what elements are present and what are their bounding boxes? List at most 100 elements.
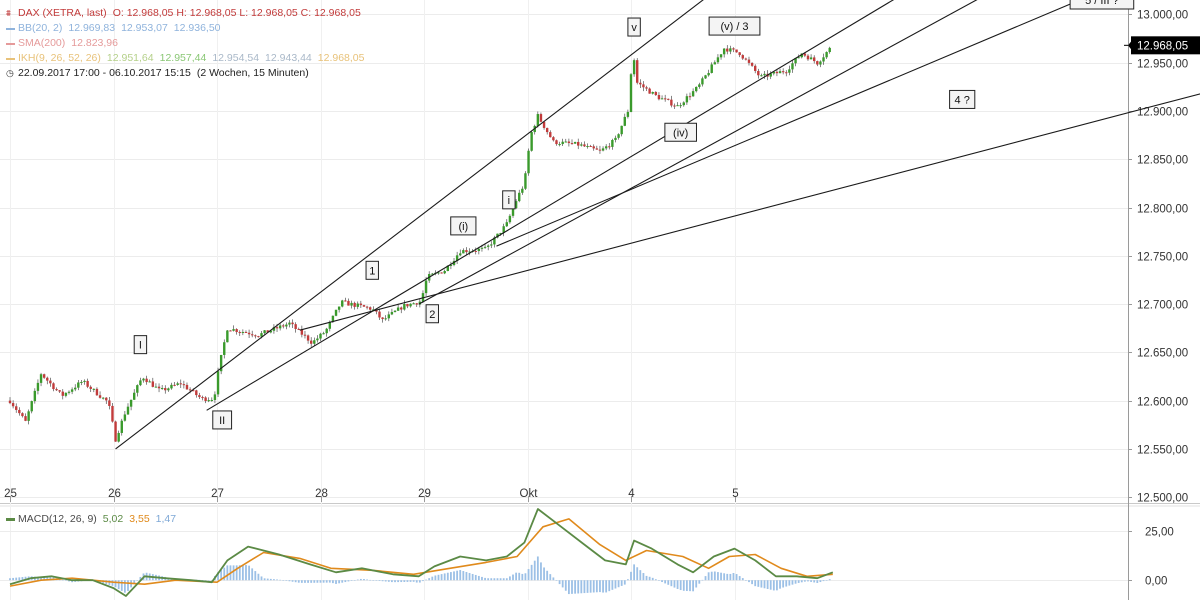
- trend-line[interactable]: [418, 0, 1030, 305]
- macd-histogram-bar: [481, 576, 483, 581]
- macd-y-tick-label: 25,00: [1145, 527, 1174, 539]
- macd-histogram-bar: [822, 580, 825, 582]
- wave-label-box[interactable]: [212, 410, 233, 430]
- x-tick-label: 25: [4, 488, 17, 500]
- macd-histogram-bar: [46, 577, 49, 581]
- candle: [577, 141, 580, 146]
- macd-histogram-bar: [670, 580, 673, 587]
- candle: [750, 62, 754, 66]
- macd-histogram-bar: [648, 576, 651, 581]
- macd-histogram-bar: [123, 580, 126, 593]
- candle: [170, 384, 173, 389]
- wave-label-box[interactable]: [708, 16, 761, 36]
- candle: [341, 300, 344, 307]
- macd-histogram-bar: [282, 580, 285, 581]
- candle: [704, 75, 707, 79]
- candle: [667, 98, 670, 100]
- macd-histogram-bar: [735, 574, 738, 581]
- candle: [573, 141, 577, 144]
- macd-histogram-bar: [450, 572, 452, 581]
- candle: [735, 49, 738, 53]
- trend-line[interactable]: [496, 0, 1148, 247]
- macd-histogram-bar: [754, 580, 757, 587]
- candle: [716, 57, 720, 63]
- trend-line[interactable]: [115, 0, 735, 450]
- candle: [701, 78, 704, 85]
- sma-swatch-icon: [6, 42, 15, 45]
- macd-histogram-bar: [456, 570, 459, 581]
- candle: [27, 411, 30, 421]
- candle: [226, 330, 229, 343]
- candle: [89, 386, 92, 389]
- macd-histogram-bar: [654, 579, 657, 581]
- macd-histogram-bar: [266, 578, 269, 581]
- candle: [412, 303, 415, 305]
- macd-histogram-bar: [626, 579, 629, 581]
- macd-histogram-bar: [437, 574, 440, 581]
- macd-histogram-bar: [595, 580, 598, 593]
- macd-histogram-bar: [738, 576, 741, 581]
- candle: [663, 98, 667, 100]
- macd-histogram-bar: [515, 572, 518, 581]
- wave-label-box[interactable]: [627, 17, 641, 37]
- candle: [645, 87, 648, 89]
- legend-bb-value: 12.953,07: [121, 22, 168, 34]
- candle: [347, 300, 350, 306]
- candle: [36, 382, 40, 391]
- candle: [462, 250, 465, 254]
- candle: [303, 334, 307, 336]
- macd-histogram-bar: [459, 570, 462, 581]
- macd-histogram-bar: [43, 577, 46, 581]
- macd-histogram-bar: [620, 580, 623, 586]
- candle: [726, 48, 729, 52]
- wave-label-box[interactable]: [949, 89, 976, 109]
- macd-histogram-bar: [729, 573, 732, 581]
- candle: [772, 71, 776, 74]
- macd-histogram-bar: [536, 556, 539, 581]
- trend-line[interactable]: [206, 0, 942, 411]
- candle: [291, 322, 294, 325]
- macd-histogram-bar: [207, 580, 210, 581]
- wave-label-box[interactable]: [133, 335, 148, 355]
- macd-histogram-bar: [9, 578, 11, 581]
- wave-label: v: [631, 22, 637, 34]
- candle: [583, 144, 586, 147]
- macd-histogram-bar: [245, 564, 247, 581]
- candle: [15, 406, 18, 410]
- wave-label-box[interactable]: [450, 216, 477, 236]
- x-tick-label: 28: [315, 488, 328, 500]
- trend-line[interactable]: [299, 53, 1200, 331]
- macd-histogram-bar: [446, 572, 449, 581]
- macd-histogram-bar: [71, 580, 73, 583]
- candle: [101, 397, 105, 399]
- macd-histogram-bar: [772, 580, 775, 591]
- wave-label: (iv): [673, 127, 688, 139]
- candle: [636, 60, 639, 83]
- candle: [722, 48, 726, 55]
- candle: [794, 58, 797, 64]
- macd-histogram-bar: [689, 580, 691, 592]
- macd-histogram-bar: [791, 580, 794, 585]
- candle: [816, 61, 819, 65]
- candle: [266, 330, 269, 333]
- y-tick-label: 12.650,00: [1137, 348, 1188, 360]
- wave-label-box[interactable]: [365, 260, 379, 280]
- candle: [688, 96, 692, 98]
- candle: [250, 334, 254, 336]
- macd-legend-value: 5,02: [102, 513, 124, 525]
- candle: [809, 57, 813, 60]
- wave-label-box[interactable]: [1069, 0, 1135, 10]
- macd-histogram-bar: [431, 576, 434, 581]
- candle: [580, 144, 583, 146]
- candle: [660, 98, 664, 100]
- wave-label-box[interactable]: [502, 190, 516, 210]
- candle: [247, 332, 251, 335]
- candle: [499, 232, 502, 234]
- candle: [238, 332, 241, 334]
- wave-label-box[interactable]: [425, 304, 439, 324]
- candle: [70, 389, 74, 392]
- macd-histogram-bar: [776, 580, 778, 591]
- wave-label-box[interactable]: [664, 122, 697, 142]
- macd-histogram-bar: [661, 580, 663, 583]
